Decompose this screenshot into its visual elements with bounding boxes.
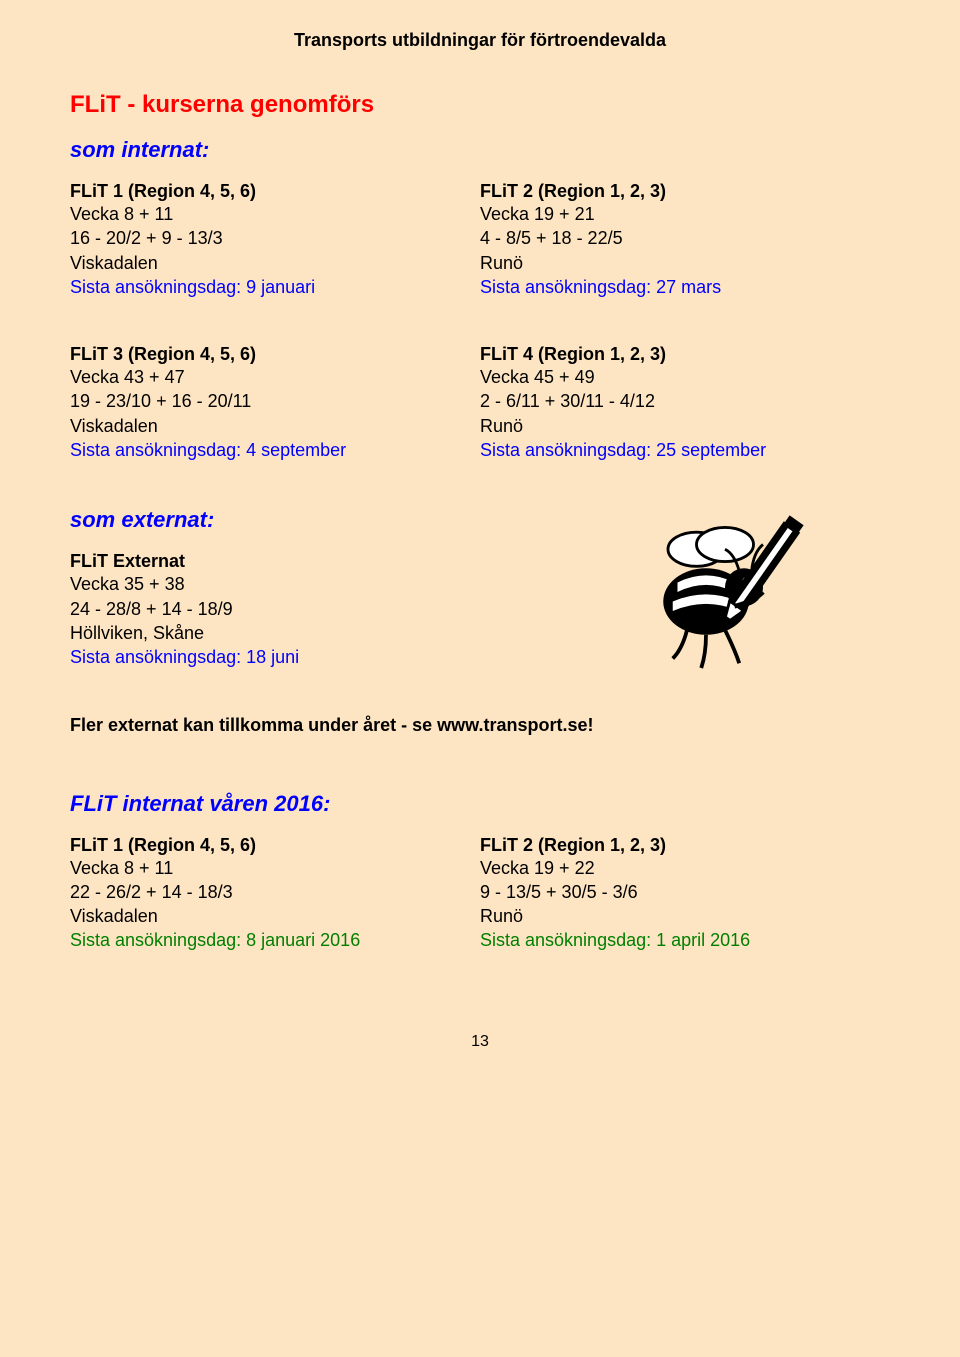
flit4-block: FLiT 4 (Region 1, 2, 3) Vecka 45 + 49 2 … xyxy=(480,344,890,462)
spring-flit2-dates: 9 - 13/5 + 30/5 - 3/6 xyxy=(480,880,890,904)
spring-flit1-dates: 22 - 26/2 + 14 - 18/3 xyxy=(70,880,480,904)
flit2-place: Runö xyxy=(480,251,890,275)
spring-flit2-deadline: Sista ansökningsdag: 1 april 2016 xyxy=(480,928,890,952)
subtitle-internat: som internat: xyxy=(70,137,890,163)
flit1-place: Viskadalen xyxy=(70,251,480,275)
page-header: Transports utbildningar för förtroendeva… xyxy=(70,30,890,51)
flit4-dates: 2 - 6/11 + 30/11 - 4/12 xyxy=(480,389,890,413)
spring-flit1-name: FLiT 1 (Region 4, 5, 6) xyxy=(70,835,480,856)
page: Transports utbildningar för förtroendeva… xyxy=(0,0,960,1091)
bee-pencil-icon xyxy=(630,497,820,687)
course-row-1: FLiT 1 (Region 4, 5, 6) Vecka 8 + 11 16 … xyxy=(70,181,890,299)
flit1-dates: 16 - 20/2 + 9 - 13/3 xyxy=(70,226,480,250)
course-row-spring: FLiT 1 (Region 4, 5, 6) Vecka 8 + 11 22 … xyxy=(70,835,890,953)
flit3-dates: 19 - 23/10 + 16 - 20/11 xyxy=(70,389,480,413)
page-number: 13 xyxy=(70,1033,890,1051)
main-title: FLiT - kurserna genomförs xyxy=(70,91,890,119)
spring-flit2-week: Vecka 19 + 22 xyxy=(480,856,890,880)
spring-flit1-deadline: Sista ansökningsdag: 8 januari 2016 xyxy=(70,928,480,952)
flit2-week: Vecka 19 + 21 xyxy=(480,202,890,226)
flit1-block: FLiT 1 (Region 4, 5, 6) Vecka 8 + 11 16 … xyxy=(70,181,480,299)
more-externat-info: Fler externat kan tillkomma under året -… xyxy=(70,715,890,736)
spring-flit1-block: FLiT 1 (Region 4, 5, 6) Vecka 8 + 11 22 … xyxy=(70,835,480,953)
spring-flit2-name: FLiT 2 (Region 1, 2, 3) xyxy=(480,835,890,856)
flit1-week: Vecka 8 + 11 xyxy=(70,202,480,226)
flit3-name: FLiT 3 (Region 4, 5, 6) xyxy=(70,344,480,365)
flit2-name: FLiT 2 (Region 1, 2, 3) xyxy=(480,181,890,202)
spring-flit1-week: Vecka 8 + 11 xyxy=(70,856,480,880)
spring-2016-title: FLiT internat våren 2016: xyxy=(70,791,890,817)
course-row-2: FLiT 3 (Region 4, 5, 6) Vecka 43 + 47 19… xyxy=(70,344,890,462)
flit3-week: Vecka 43 + 47 xyxy=(70,365,480,389)
flit1-deadline: Sista ansökningsdag: 9 januari xyxy=(70,275,480,299)
externat-section: som externat: FLiT Externat Vecka 35 + 3… xyxy=(70,507,890,669)
flit4-week: Vecka 45 + 49 xyxy=(480,365,890,389)
flit2-dates: 4 - 8/5 + 18 - 22/5 xyxy=(480,226,890,250)
spring-flit2-place: Runö xyxy=(480,904,890,928)
flit3-place: Viskadalen xyxy=(70,414,480,438)
flit3-block: FLiT 3 (Region 4, 5, 6) Vecka 43 + 47 19… xyxy=(70,344,480,462)
spring-flit1-place: Viskadalen xyxy=(70,904,480,928)
flit1-name: FLiT 1 (Region 4, 5, 6) xyxy=(70,181,480,202)
flit4-deadline: Sista ansökningsdag: 25 september xyxy=(480,438,890,462)
flit4-place: Runö xyxy=(480,414,890,438)
flit3-deadline: Sista ansökningsdag: 4 september xyxy=(70,438,480,462)
flit2-deadline: Sista ansökningsdag: 27 mars xyxy=(480,275,890,299)
flit4-name: FLiT 4 (Region 1, 2, 3) xyxy=(480,344,890,365)
spring-flit2-block: FLiT 2 (Region 1, 2, 3) Vecka 19 + 22 9 … xyxy=(480,835,890,953)
flit2-block: FLiT 2 (Region 1, 2, 3) Vecka 19 + 21 4 … xyxy=(480,181,890,299)
